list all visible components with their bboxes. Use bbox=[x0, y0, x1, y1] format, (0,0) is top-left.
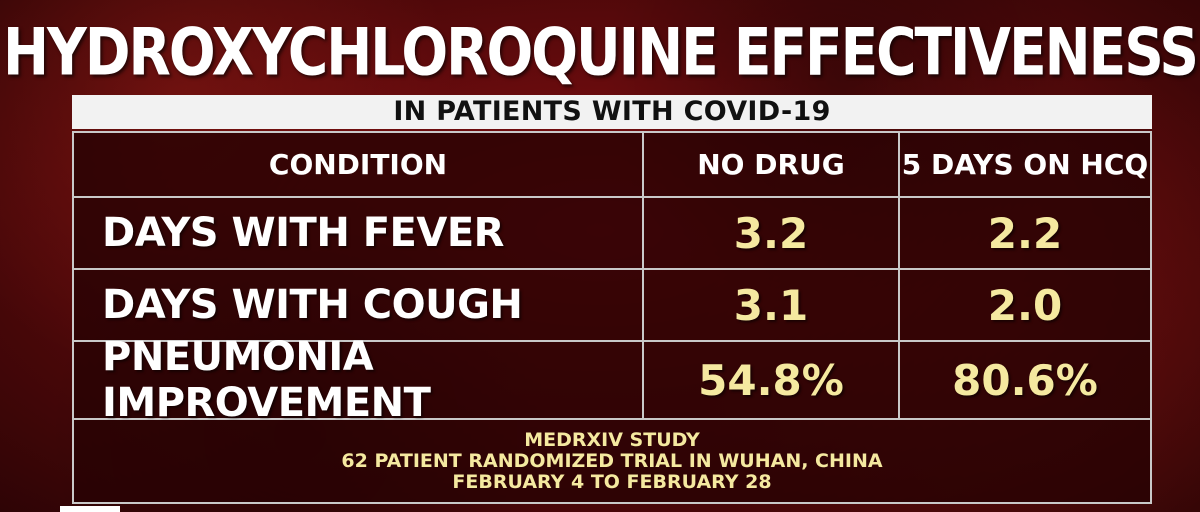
graphic-subtitle: IN PATIENTS WITH COVID-19 bbox=[72, 95, 1152, 129]
results-table: CONDITION NO DRUG 5 DAYS ON HCQ DAYS WIT… bbox=[72, 131, 1152, 504]
cough-hcq-value: 2.0 bbox=[987, 280, 1063, 330]
column-header-no-drug: NO DRUG bbox=[642, 133, 898, 196]
pneumonia-hcq-value: 80.6% bbox=[952, 355, 1098, 405]
pneumonia-no-drug-value: 54.8% bbox=[698, 355, 844, 405]
source-footnote: MEDRXIV STUDY 62 PATIENT RANDOMIZED TRIA… bbox=[74, 420, 1150, 502]
fever-no-drug-value: 3.2 bbox=[733, 208, 809, 258]
table-row: DAYS WITH COUGH 3.1 2.0 bbox=[74, 270, 1150, 342]
bottom-bar bbox=[60, 506, 120, 512]
table-row: PNEUMONIA IMPROVEMENT 54.8% 80.6% bbox=[74, 334, 1150, 426]
source-line: FEBRUARY 4 TO FEBRUARY 28 bbox=[452, 470, 772, 493]
table-header-row: CONDITION NO DRUG 5 DAYS ON HCQ bbox=[74, 133, 1150, 198]
source-line: 62 PATIENT RANDOMIZED TRIAL IN WUHAN, CH… bbox=[341, 449, 883, 472]
cough-no-drug-value: 3.1 bbox=[733, 280, 809, 330]
column-header-hcq: 5 DAYS ON HCQ bbox=[898, 133, 1150, 196]
row-label-fever: DAYS WITH FEVER bbox=[102, 210, 504, 256]
graphic-title: HYDROXYCHLOROQUINE EFFECTIVENESS bbox=[2, 14, 1199, 90]
source-line: MEDRXIV STUDY bbox=[524, 428, 700, 451]
table-row: DAYS WITH FEVER 3.2 2.2 bbox=[74, 198, 1150, 270]
row-label-cough: DAYS WITH COUGH bbox=[102, 282, 523, 328]
column-header-condition: CONDITION bbox=[268, 148, 448, 181]
fever-hcq-value: 2.2 bbox=[987, 208, 1063, 258]
row-label-pneumonia: PNEUMONIA IMPROVEMENT bbox=[102, 334, 431, 426]
